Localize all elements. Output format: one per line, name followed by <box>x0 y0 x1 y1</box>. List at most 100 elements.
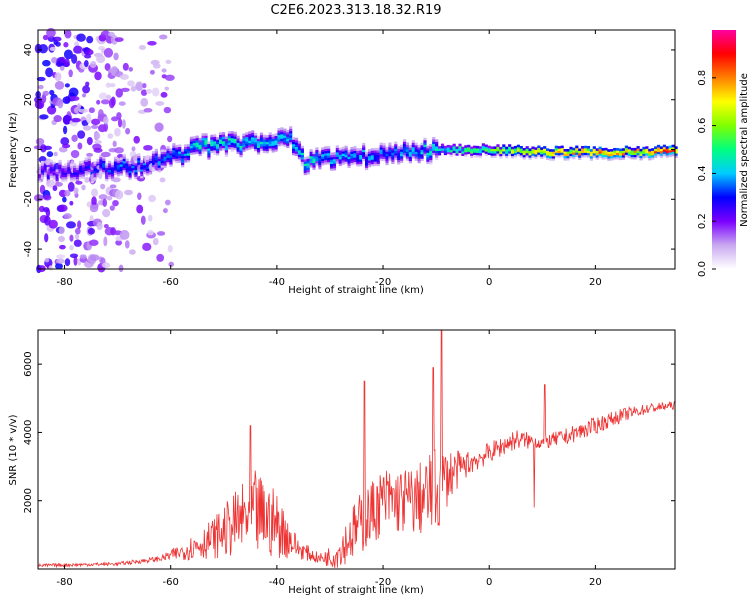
spectrogram-cell <box>560 150 564 153</box>
spectrogram-cell <box>122 163 126 166</box>
spectrogram-cell <box>420 142 424 146</box>
spectrogram-cell <box>152 63 161 69</box>
spectrogram-cell <box>131 170 135 173</box>
spectrogram-cell <box>379 156 383 159</box>
spectrogram-cell <box>306 169 310 173</box>
spectrogram-cell <box>376 150 380 153</box>
spectrogram-cell <box>391 150 395 153</box>
spectrogram-cell <box>155 101 165 106</box>
spectrogram-cell <box>651 150 655 154</box>
spectrogram-cell <box>499 151 503 154</box>
spectrogram-cell <box>402 145 407 149</box>
spectrogram-cell <box>125 174 129 177</box>
spectrogram-cell <box>122 62 129 71</box>
spectrogram-cell <box>210 136 214 140</box>
spectrogram-cell <box>300 161 304 165</box>
spectrogram-cell <box>59 56 66 64</box>
spectrogram-cell <box>449 154 453 157</box>
spectrogram-cell <box>93 176 97 180</box>
spectrogram-cell <box>113 165 118 169</box>
spectrogram-cell <box>534 154 538 157</box>
spectrogram-cell <box>581 154 585 158</box>
spectrogram-cell <box>221 136 226 140</box>
spectrogram-cell <box>470 148 474 152</box>
spectrogram-cell <box>329 161 334 165</box>
spectrogram-cell <box>429 152 433 156</box>
spectrogram-cell <box>659 148 664 152</box>
spectrogram-cell <box>166 152 170 156</box>
spectrogram-cell <box>426 150 430 153</box>
spectrogram-cell <box>45 179 56 188</box>
spectrogram-cell <box>251 134 255 138</box>
spectrogram-cell <box>175 149 179 152</box>
spectrogram-cell <box>49 175 53 179</box>
spectrogram-cell <box>219 139 223 142</box>
spectrogram-cell <box>140 171 144 174</box>
spectrogram-cell <box>665 155 669 158</box>
spectrogram-cell <box>219 132 223 136</box>
spectrogram-cell <box>96 54 106 64</box>
spectrogram-cell <box>52 161 56 165</box>
spectrogram-cell <box>73 187 79 195</box>
spectrogram-cell <box>341 153 345 156</box>
spectrogram-cell <box>402 143 407 147</box>
spectrogram-cell <box>198 151 202 154</box>
spectrogram-cell <box>224 136 229 140</box>
spectrogram-cell <box>96 99 101 105</box>
spectrogram-cell <box>397 157 401 160</box>
spectrogram-cell <box>245 141 249 144</box>
spectrogram-cell <box>186 155 191 158</box>
spectrogram-cell <box>402 150 407 154</box>
spectrogram-cell <box>192 147 196 150</box>
spectrogram-cell <box>70 163 74 167</box>
spectrogram-cell <box>102 169 106 173</box>
spectrogram-cell <box>642 155 646 159</box>
spectrogram-cell <box>642 149 646 152</box>
spectrogram-cell <box>315 147 319 150</box>
spectrogram-cell <box>81 162 85 166</box>
spectrogram-cell <box>581 148 585 151</box>
spectrogram-cell <box>125 163 129 166</box>
spectrogram-cell <box>362 156 366 159</box>
spectrogram-cell <box>551 149 556 152</box>
spectrogram-cell <box>379 153 383 157</box>
spectrogram-cell <box>227 137 231 141</box>
spectrogram-cell <box>100 99 110 105</box>
spectrogram-cell <box>464 147 468 151</box>
spectrogram-cell <box>589 151 594 155</box>
spectrogram-cell <box>181 158 185 161</box>
spectrogram-cell <box>525 155 529 158</box>
spectrogram-cell <box>426 154 430 158</box>
spectrogram-cell <box>283 137 287 141</box>
spectrogram-cell <box>402 152 407 156</box>
spectrogram-cell <box>163 158 167 162</box>
spectrogram-cell <box>601 150 605 153</box>
spectrogram-cell <box>578 152 582 156</box>
spectrogram-cell <box>449 145 453 148</box>
spectrogram-cell <box>286 136 290 140</box>
spectrogram-cell <box>262 148 267 151</box>
spectrogram-cell <box>53 115 62 123</box>
spectrogram-cell <box>289 130 293 134</box>
spectrogram-cell <box>210 143 214 147</box>
spectrogram-cell <box>674 153 678 156</box>
spectrogram-cell <box>75 178 80 182</box>
spectrogram-cell <box>166 157 170 160</box>
spectrogram-cell <box>560 154 564 158</box>
spectrogram-cell <box>309 155 313 159</box>
spectrogram-cell <box>239 147 243 151</box>
spectrogram-cell <box>540 151 544 155</box>
spectrogram-cell <box>230 149 234 152</box>
spectrogram-cell <box>181 162 185 166</box>
spectrogram-cell <box>204 133 208 136</box>
spectrogram-cell <box>108 174 112 177</box>
spectrogram-cell <box>505 148 509 152</box>
spectrogram-cell <box>166 148 170 152</box>
spectrogram-cell <box>38 179 42 183</box>
spectrogram-cell <box>362 145 366 148</box>
spectrogram-cell <box>411 151 415 154</box>
spectrogram-cell <box>78 163 83 166</box>
spectrogram-cell <box>551 158 556 161</box>
spectrogram-cell <box>557 150 561 154</box>
spectrogram-cell <box>154 148 158 152</box>
